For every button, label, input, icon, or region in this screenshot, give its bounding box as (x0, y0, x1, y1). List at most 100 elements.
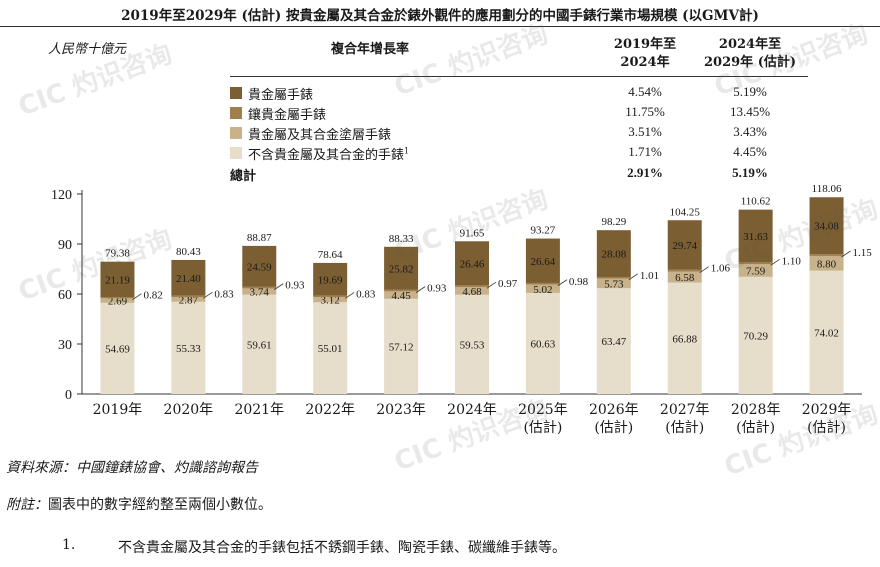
data-label: 21.40 (176, 273, 201, 285)
data-label: 0.97 (498, 278, 518, 290)
data-label: 0.82 (143, 290, 162, 302)
note-label: 附註： (6, 497, 48, 513)
data-label: 3.12 (321, 295, 340, 307)
data-label: 34.08 (814, 221, 839, 233)
data-label: 8.80 (817, 258, 837, 270)
data-label: 1.10 (782, 255, 802, 267)
legend-label: 貴金屬及其合金塗層手錶 (248, 128, 392, 143)
total-label: 98.29 (601, 216, 626, 228)
cagr-header: 複合年增長率 (330, 42, 409, 57)
legend-swatch (230, 147, 242, 159)
cagr-value: 13.45% (729, 104, 771, 119)
cagr-col2-header-line1: 2024年至 (718, 37, 782, 52)
total-label: 118.06 (812, 183, 842, 195)
cagr-value: 3.51% (628, 124, 662, 139)
stacked-bar-chart: 0 30 60 90 120 54.69 2.69 0.82 21.19 79.38 2019年 55… (51, 183, 873, 436)
bar-segment (455, 285, 489, 287)
total-label: 104.25 (670, 206, 701, 218)
data-label: 4.68 (462, 286, 482, 298)
bar-segment (738, 262, 773, 265)
source-label: 資料來源： (6, 460, 76, 476)
x-tick-label: 2029年 (802, 402, 852, 418)
data-label: 55.01 (318, 343, 343, 355)
bar-segment (525, 282, 560, 285)
data-label: 66.88 (672, 333, 697, 345)
bar-segment (525, 292, 560, 394)
data-label: 7.59 (746, 266, 766, 278)
cagr-value: 4.54% (628, 84, 662, 99)
x-tick-label: 2021年 (234, 402, 284, 418)
cagr-value: 1.71% (628, 144, 662, 159)
y-tick-label: 90 (58, 238, 72, 253)
x-tick-label: (估計) (665, 420, 704, 436)
bar-segment (809, 270, 844, 394)
x-tick-label: 2022年 (305, 402, 355, 418)
cagr-value: 3.43% (733, 124, 767, 139)
data-label: 1.15 (853, 247, 873, 259)
leader-line (203, 291, 213, 299)
footnote-text: 不含貴金屬及其合金的手錶包括不銹鋼手錶、陶瓷手錶、碳纖維手錶等。 (118, 540, 566, 556)
bar-segment (809, 255, 844, 271)
bar-segment (455, 241, 489, 286)
cagr-col2-header: 2024年至 2029年 (估計) (695, 36, 805, 72)
bar-segment (738, 209, 773, 263)
bar-segment (809, 197, 844, 255)
total-label: 88.33 (389, 233, 414, 245)
x-tick-label: 2023年 (376, 402, 426, 418)
data-label: 0.98 (569, 276, 589, 288)
total-label: 78.64 (318, 249, 343, 261)
x-tick-label: 2019年 (93, 402, 143, 418)
note-text: 圖表中的數字經約整至兩個小數位。 (48, 497, 272, 513)
bar-segment (738, 276, 773, 394)
bar-segment (525, 284, 560, 293)
data-label: 1.06 (711, 263, 731, 275)
bar-segment (667, 269, 702, 272)
watermark-logo: CIC 灼识咨询 (390, 19, 553, 103)
legend-swatch (230, 87, 242, 99)
y-tick-label: 0 (65, 388, 72, 403)
cagr-col1-header-line2: 2024年 (620, 55, 670, 70)
data-label: 0.83 (356, 288, 376, 300)
bar-segment (455, 286, 489, 295)
cagr-col1-header: 2019年至 2024年 (590, 36, 700, 72)
total-label: 88.87 (247, 232, 272, 244)
bar-segment (596, 288, 631, 394)
bar-segment (525, 238, 560, 283)
rounding-note: 附註：圖表中的數字經約整至兩個小數位。 (6, 494, 272, 514)
x-tick-label: 2027年 (660, 402, 710, 418)
cagr-col2-header-line2: 2029年 (估計) (703, 55, 796, 70)
chart-title: 2019年至2029年 (估計) 按貴金屬及其合金於錶外觀件的應用劃分的中國手錶… (121, 8, 759, 24)
data-label: 57.12 (389, 341, 414, 353)
leader-line (841, 250, 851, 258)
data-label: 5.73 (604, 278, 624, 290)
bar-segment (313, 295, 348, 298)
legend-label: 不含貴金屬及其合金的手錶1 (248, 146, 410, 163)
leader-line (132, 293, 142, 301)
total-label: 93.27 (531, 225, 556, 237)
unit-label: 人民幣十億元 (48, 42, 127, 57)
leader-line (557, 279, 568, 287)
data-label: 29.74 (672, 240, 697, 252)
data-label: 6.58 (675, 272, 695, 284)
x-tick-label: 2028年 (731, 402, 781, 418)
data-label: 74.02 (814, 327, 839, 339)
bar-segment (242, 288, 277, 295)
data-label: 24.59 (247, 261, 272, 273)
data-label: 63.47 (601, 336, 626, 348)
data-label: 31.63 (743, 231, 768, 243)
bar-segment (100, 261, 135, 297)
bar-segment (100, 298, 135, 303)
data-label: 26.46 (460, 258, 485, 270)
bar-segment (455, 294, 489, 394)
data-label: 4.45 (391, 290, 411, 302)
x-tick-label: 2026年 (589, 402, 639, 418)
bar-segment (809, 254, 844, 256)
bar-segment (171, 297, 206, 302)
bar-segment (384, 246, 419, 290)
leader-line (628, 273, 639, 281)
leader-line (486, 281, 497, 289)
bar-segment (313, 262, 348, 296)
bar-segment (171, 259, 206, 296)
bar-segment (667, 220, 702, 270)
data-label: 19.69 (318, 274, 343, 286)
